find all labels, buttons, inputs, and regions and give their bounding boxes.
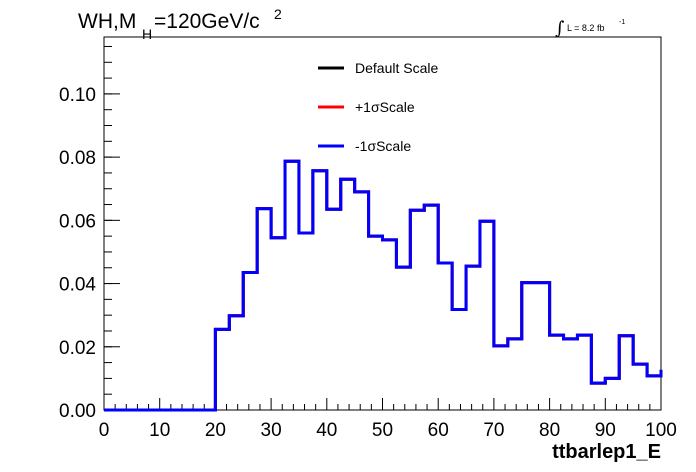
x-tick-label: 80 — [539, 420, 560, 441]
plot-title-subscript: H — [142, 26, 152, 42]
x-tick-label: 20 — [205, 420, 226, 441]
x-tick-label: 0 — [99, 420, 110, 441]
x-tick-label: 40 — [316, 420, 337, 441]
series-line-0 — [104, 159, 663, 412]
series-line-2 — [104, 159, 663, 412]
legend-label-2: -1σScale — [355, 138, 411, 154]
legend-label-0: Default Scale — [355, 60, 438, 76]
x-tick-label: 100 — [645, 420, 677, 441]
legend: Default Scale +1σScale -1σScale — [318, 60, 438, 154]
y-tick-label: 0.00 — [59, 401, 96, 422]
y-tick-label: 0.08 — [59, 148, 96, 169]
y-tick-label: 0.04 — [59, 275, 96, 296]
y-tick-label: 0.10 — [59, 85, 96, 106]
x-tick-label: 70 — [483, 420, 504, 441]
y-tick-label: 0.06 — [59, 211, 96, 232]
x-tick-label: 10 — [149, 420, 170, 441]
lumi-integral-symbol: ∫ — [555, 18, 565, 39]
series-line-1 — [104, 159, 663, 412]
y-axis: 0.00 0.02 0.04 0.06 0.08 0.10 — [59, 45, 120, 422]
x-axis: 0 10 20 30 40 50 60 70 80 90 100 — [99, 398, 677, 441]
lumi-superscript: -1 — [619, 19, 625, 26]
series-layer — [104, 159, 663, 412]
x-tick-label: 30 — [261, 420, 282, 441]
x-tick-label: 50 — [372, 420, 393, 441]
lumi-label: L = 8.2 fb — [567, 23, 604, 33]
x-tick-label: 60 — [428, 420, 449, 441]
y-tick-label: 0.02 — [59, 338, 96, 359]
plot-title-rest: =120GeV/c — [154, 10, 260, 33]
plot-title-main: WH,M — [78, 10, 136, 33]
plot-frame — [103, 36, 662, 411]
plot-title-superscript: 2 — [274, 6, 282, 22]
x-axis-title: ttbarlep1_E — [552, 441, 661, 463]
legend-label-1: +1σScale — [355, 99, 415, 115]
x-tick-label: 90 — [595, 420, 616, 441]
